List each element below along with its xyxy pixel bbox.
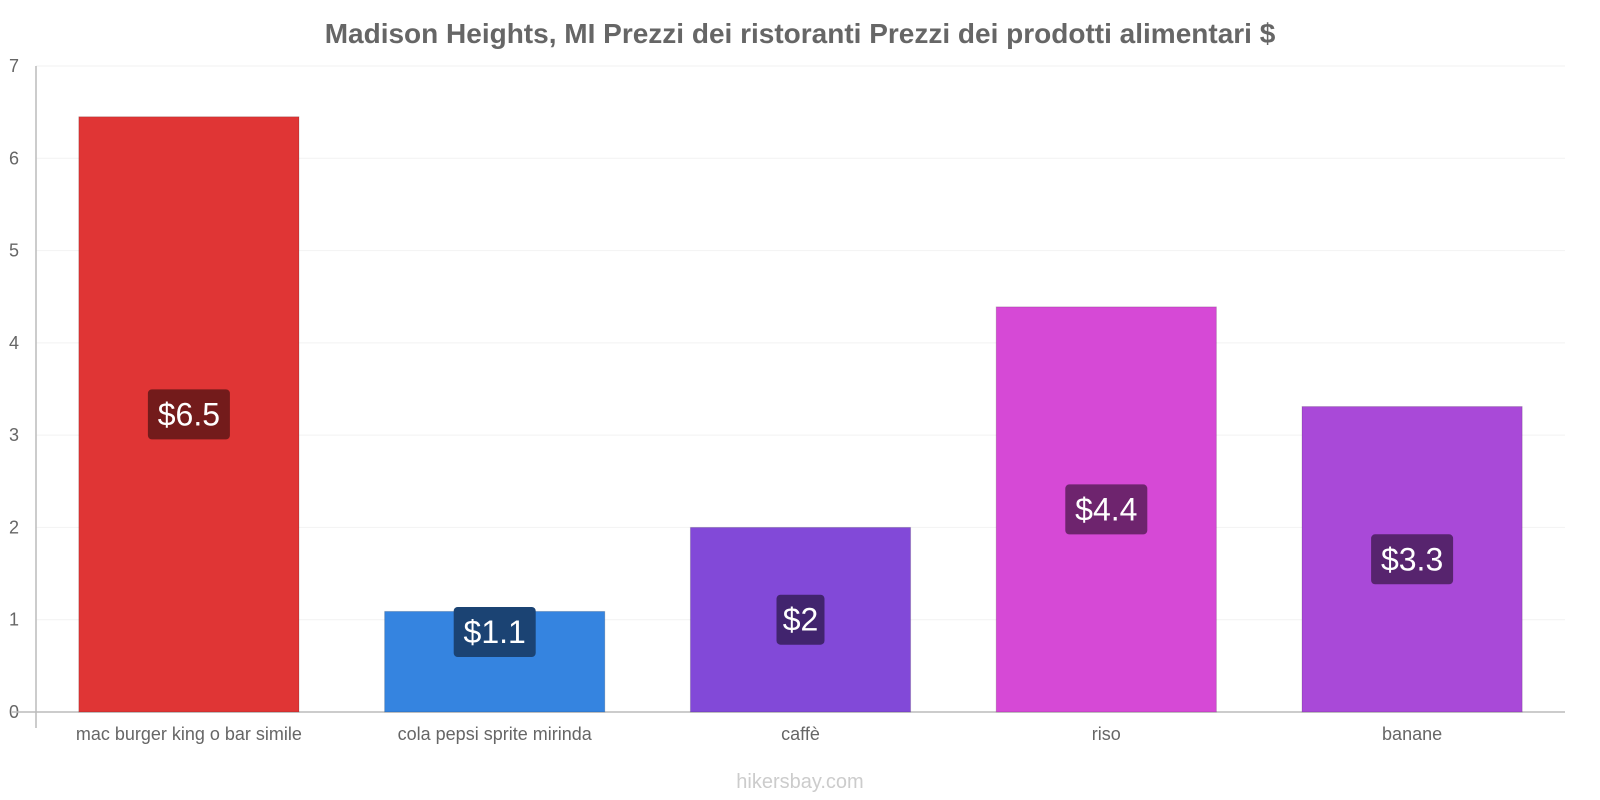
value-label-badge [1065, 484, 1148, 535]
x-tick-label: banane [1382, 724, 1442, 744]
y-tick-label: 2 [9, 517, 19, 537]
y-tick-label: 6 [9, 148, 19, 168]
x-tick-label: cola pepsi sprite mirinda [398, 724, 593, 744]
y-tick-label: 7 [9, 56, 19, 76]
y-tick-label: 4 [9, 333, 19, 353]
x-tick-label: mac burger king o bar simile [76, 724, 302, 744]
value-label-badge [776, 594, 825, 645]
y-tick-label: 5 [9, 241, 19, 261]
value-label: $3.3 [1381, 541, 1443, 577]
value-label: $4.4 [1075, 491, 1137, 527]
value-label: $2 [783, 602, 819, 638]
x-tick-label: caffè [781, 724, 820, 744]
y-tick-label: 1 [9, 610, 19, 630]
value-label-badge [147, 389, 230, 440]
value-label: $1.1 [464, 614, 526, 650]
x-tick-label: riso [1092, 724, 1121, 744]
footer-source: hikersbay.com [736, 771, 863, 793]
bars: $6.5 $1.1 $2 $4.4 $3.3 [78, 116, 1523, 713]
x-axis-labels: mac burger king o bar simile cola pepsi s… [76, 724, 1442, 744]
value-label: $6.5 [158, 396, 220, 432]
value-label-badge [453, 607, 536, 657]
y-tick-label: 3 [9, 425, 19, 445]
value-label-badge [1371, 534, 1454, 585]
chart-title: Madison Heights, MI Prezzi dei ristorant… [325, 18, 1276, 49]
